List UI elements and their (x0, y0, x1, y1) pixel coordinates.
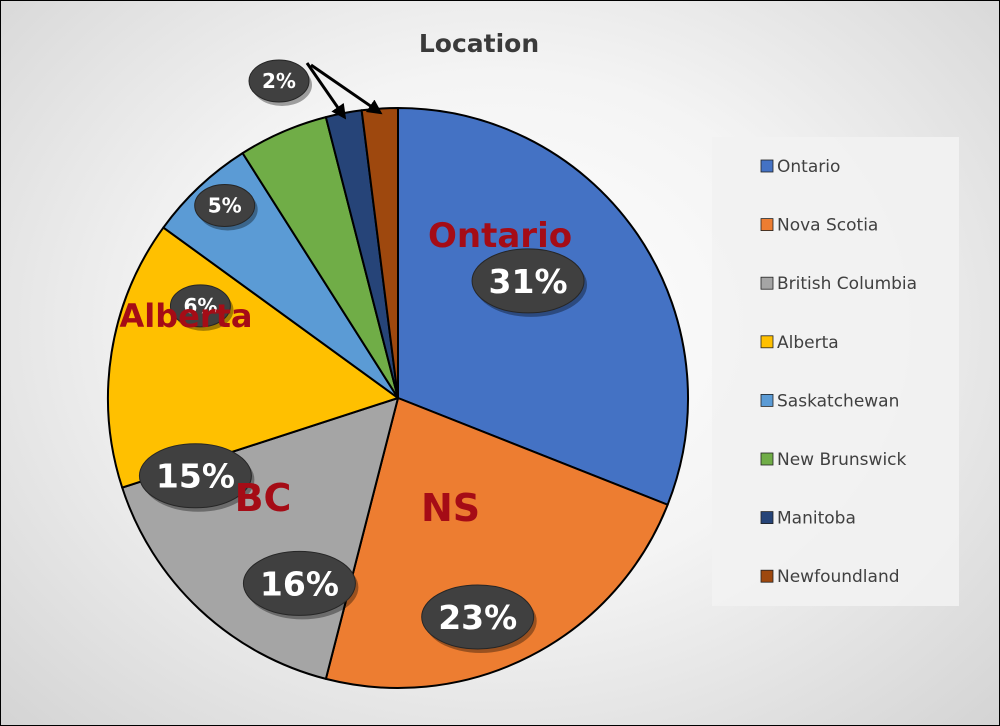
pct-label-saskatchewan: 6% (169, 284, 234, 331)
svg-text:31%: 31% (489, 262, 568, 301)
pct-label-british-columbia: 16% (242, 550, 359, 620)
chart-title: Location (419, 29, 539, 58)
svg-text:Ontario: Ontario (777, 157, 840, 177)
slice-nova-scotia (324, 397, 669, 689)
legend-item-british-columbia: British Columbia (760, 274, 917, 294)
svg-text:23%: 23% (438, 598, 517, 637)
legend-item-alberta: Alberta (760, 333, 839, 353)
callout-arrow-manitoba (305, 62, 347, 120)
callout-arrow-newfoundland (310, 63, 383, 115)
pct-label-ontario: 31% (471, 248, 588, 317)
legend-item-newfoundland: Newfoundland (760, 567, 900, 587)
pct-label-new-brunswick: 5% (194, 184, 258, 231)
pie-labels: 31% 23% 16% 15% 6% 5% Ontario NS BC Alberta (119, 184, 588, 653)
region-label-alberta: Alberta (119, 297, 252, 335)
svg-text:Saskatchewan: Saskatchewan (777, 391, 899, 411)
svg-text:15%: 15% (156, 457, 235, 496)
svg-text:Nova Scotia: Nova Scotia (777, 216, 878, 236)
pct-label-alberta: 15% (138, 443, 255, 512)
legend-item-saskatchewan: Saskatchewan (760, 391, 899, 411)
legend-item-nova-scotia: Nova Scotia (760, 216, 878, 236)
small-slice-callout: 2% (248, 59, 383, 120)
region-label-ontario: Ontario (428, 216, 572, 256)
callout-bubble: 2% (248, 59, 312, 106)
svg-text:16%: 16% (260, 564, 339, 603)
svg-text:New Brunswick: New Brunswick (777, 450, 907, 470)
legend: Ontario Nova Scotia British Columbia Albert… (712, 137, 959, 606)
region-label-nova-scotia: NS (421, 486, 480, 530)
svg-text:2%: 2% (262, 69, 296, 93)
svg-text:Manitoba: Manitoba (777, 509, 856, 529)
svg-text:Newfoundland: Newfoundland (777, 567, 900, 587)
legend-item-ontario: Ontario (760, 157, 840, 177)
svg-text:British Columbia: British Columbia (777, 274, 917, 294)
region-label-british-columbia: BC (235, 476, 292, 520)
pct-label-nova-scotia: 23% (421, 584, 537, 653)
svg-text:6%: 6% (183, 294, 217, 318)
pie-slices (107, 107, 689, 689)
legend-item-manitoba: Manitoba (760, 509, 856, 529)
legend-item-new-brunswick: New Brunswick (760, 450, 907, 470)
svg-text:Alberta: Alberta (777, 333, 839, 353)
svg-text:5%: 5% (208, 194, 242, 218)
